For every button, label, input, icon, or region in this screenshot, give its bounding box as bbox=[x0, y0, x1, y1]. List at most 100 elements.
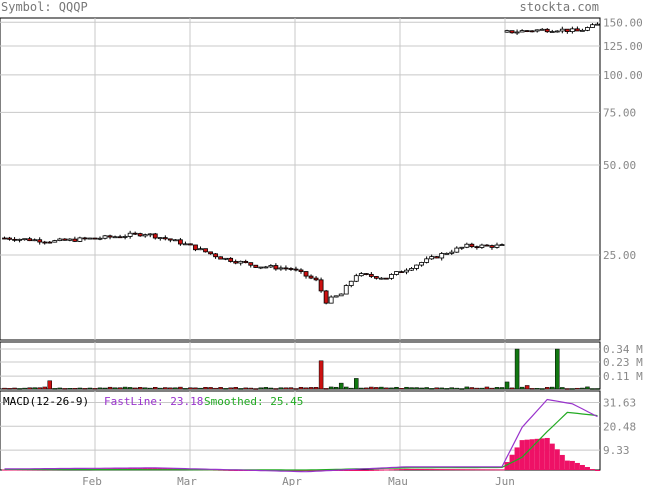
volume-bar bbox=[228, 387, 233, 390]
volume-bar bbox=[142, 387, 148, 390]
volume-bar bbox=[127, 387, 133, 390]
volume-bar bbox=[585, 386, 590, 390]
candle-body bbox=[394, 271, 399, 275]
candle-body bbox=[444, 252, 450, 255]
macd-histogram-bar bbox=[479, 469, 485, 471]
candle-body bbox=[313, 277, 319, 281]
volume-bar bbox=[132, 387, 138, 390]
volume-bar bbox=[273, 388, 279, 390]
volume-bar bbox=[313, 387, 319, 390]
volume-bar bbox=[414, 387, 419, 390]
volume-bar bbox=[308, 387, 314, 390]
macd-histogram-bar bbox=[233, 470, 239, 471]
volume-bar bbox=[514, 348, 520, 390]
macd-histogram-bar bbox=[459, 469, 465, 471]
volume-bar bbox=[303, 387, 309, 390]
candle-body bbox=[27, 238, 33, 242]
volume-bar bbox=[544, 387, 550, 390]
candle-body bbox=[529, 30, 535, 33]
candle-body bbox=[223, 257, 229, 260]
macd-fast-line bbox=[4, 398, 598, 473]
volume-bar bbox=[429, 388, 434, 390]
candle-body bbox=[449, 251, 455, 254]
candle-body bbox=[373, 276, 379, 279]
volume-bar bbox=[163, 387, 168, 390]
macd-histogram-bar bbox=[348, 470, 354, 471]
volume-bar bbox=[223, 388, 228, 390]
volume-bar bbox=[479, 387, 485, 390]
volume-bar bbox=[444, 388, 449, 390]
volume-bar bbox=[343, 386, 349, 390]
candle-body bbox=[549, 31, 555, 33]
volume-bar bbox=[168, 387, 173, 390]
candle-body bbox=[434, 256, 440, 259]
volume-bar bbox=[419, 387, 424, 390]
volume-bar bbox=[469, 387, 475, 390]
volume-bar bbox=[328, 386, 334, 390]
volume-bar bbox=[318, 360, 324, 390]
candle-body bbox=[484, 244, 490, 247]
volume-bar bbox=[117, 387, 123, 390]
macd-title: MACD(12-26-9) bbox=[3, 395, 89, 408]
volume-bar bbox=[439, 387, 444, 390]
site-name: stockta.com bbox=[519, 0, 599, 14]
volume-bar bbox=[22, 387, 27, 390]
price-tick-label: 50.00 bbox=[603, 159, 636, 172]
volume-bar bbox=[258, 387, 264, 390]
volume-bar bbox=[238, 388, 243, 390]
macd-histogram-bar bbox=[343, 470, 349, 471]
volume-bar bbox=[389, 387, 394, 390]
volume-bar bbox=[449, 387, 455, 390]
volume-bar bbox=[590, 388, 595, 390]
candle-body bbox=[263, 266, 269, 269]
macd-histogram-bar bbox=[228, 469, 234, 471]
x-tick-label: Jun bbox=[495, 475, 515, 486]
macd-histogram-bar bbox=[409, 468, 415, 470]
candle-body bbox=[167, 238, 173, 241]
volume-bar bbox=[52, 388, 58, 390]
volume-bar bbox=[107, 386, 113, 390]
candle-body bbox=[268, 265, 274, 268]
panel-frame-1 bbox=[0, 17, 601, 341]
candle-body bbox=[389, 274, 394, 279]
volume-bar bbox=[539, 388, 545, 390]
macd-histogram-bar bbox=[564, 460, 570, 470]
candle-body bbox=[22, 238, 28, 241]
macd-tick-label: 9.33 bbox=[603, 444, 630, 457]
candle-body bbox=[590, 24, 595, 28]
candle-body bbox=[7, 237, 12, 240]
volume-bar bbox=[394, 386, 399, 390]
candle-body bbox=[248, 262, 254, 266]
candle-body bbox=[213, 253, 218, 258]
macd-histogram-bar bbox=[2, 469, 8, 471]
candle-body bbox=[404, 269, 409, 273]
volume-tick-label: 0.34 M bbox=[603, 343, 643, 356]
macd-histogram-bar bbox=[469, 469, 475, 471]
macd-histogram-bar bbox=[419, 468, 425, 470]
volume-bar bbox=[409, 387, 414, 390]
macd-histogram-bar bbox=[414, 468, 420, 470]
volume-bar bbox=[97, 387, 103, 390]
candle-body bbox=[424, 258, 430, 263]
macd-histogram-bar bbox=[368, 469, 374, 471]
macd-histogram-bar bbox=[378, 469, 384, 471]
volume-bar bbox=[2, 387, 7, 390]
candle-body bbox=[338, 293, 344, 297]
candle-body bbox=[439, 253, 445, 259]
candle-body bbox=[499, 244, 505, 246]
macd-smoothed-legend: Smoothed: 25.45 bbox=[204, 395, 303, 408]
price-tick-label: 100.00 bbox=[603, 69, 643, 82]
volume-bar bbox=[218, 387, 223, 390]
macd-histogram-bar bbox=[429, 469, 435, 471]
candle-body bbox=[323, 290, 329, 304]
macd-histogram-bar bbox=[539, 438, 545, 470]
volume-bar bbox=[338, 382, 344, 390]
candle-body bbox=[384, 277, 389, 280]
volume-bar bbox=[494, 387, 500, 390]
macd-tick-label: 20.48 bbox=[603, 420, 636, 433]
macd-histogram-bar bbox=[152, 468, 158, 470]
candle-body bbox=[157, 237, 163, 239]
macd-histogram-bar bbox=[519, 440, 525, 470]
candle-body bbox=[137, 233, 143, 237]
